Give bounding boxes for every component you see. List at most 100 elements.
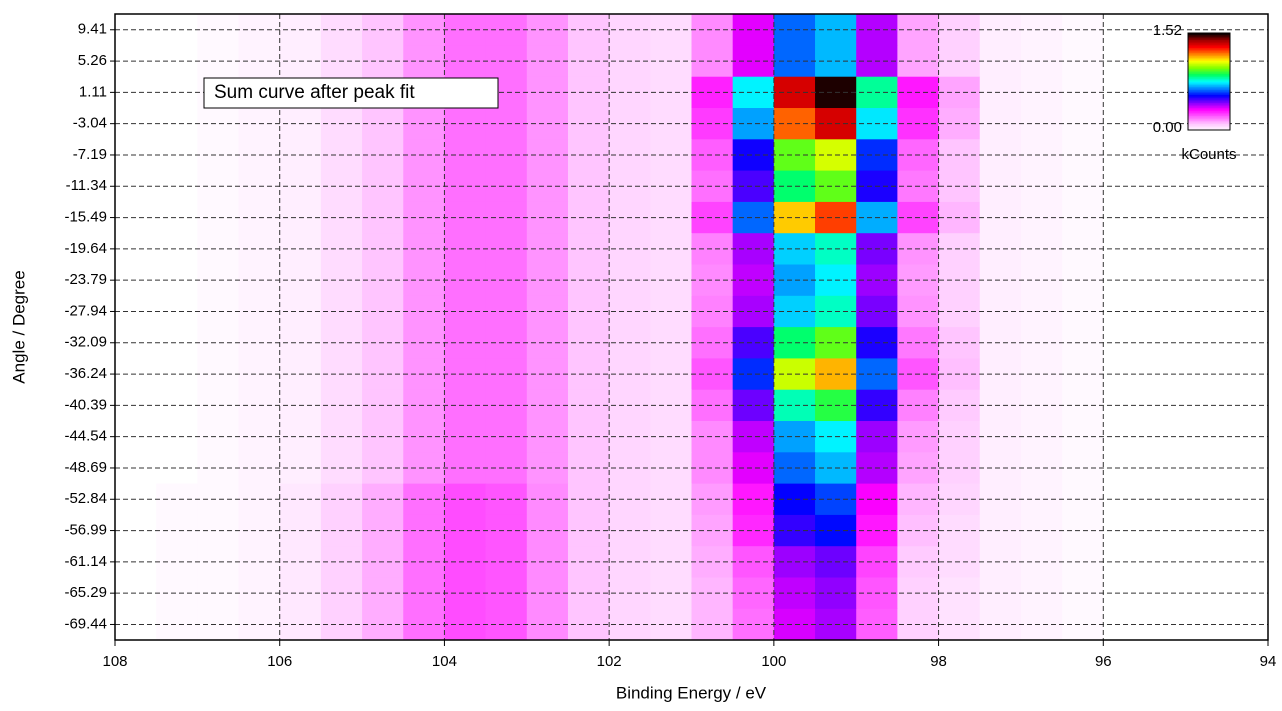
colorbar-segment [1188,66,1230,70]
y-tick-label: -52.84 [64,490,107,507]
y-tick-label: 1.11 [79,83,107,100]
colorbar-segment [1188,108,1230,112]
colorbar-segment [1188,121,1230,125]
heatmap-cell [732,608,775,641]
y-tick-label: -32.09 [64,334,107,351]
colorbar-segment [1188,117,1230,120]
colorbar-segment [1188,65,1230,68]
heatmap-cell [732,577,775,610]
colorbar-segment [1188,97,1230,100]
colorbar-segment [1188,71,1230,74]
colorbar-segment [1188,105,1230,108]
x-tick-label: 108 [102,653,127,670]
y-tick-label: -15.49 [64,209,107,226]
y-tick-label: -11.34 [66,177,107,194]
x-tick-label: 102 [597,653,622,670]
y-tick-label: -23.79 [64,271,107,288]
colorbar-segment [1188,45,1230,49]
colorbar-segment [1188,99,1230,102]
colorbar-segment [1188,76,1230,79]
colorbar-segment [1188,125,1230,128]
colorbar-frame [1187,32,1231,131]
colorbar-segment [1188,91,1230,94]
colorbar-segment [1188,39,1230,42]
heatmap-cell [732,76,775,109]
x-tick-label: 96 [1095,653,1112,670]
heatmap-cell [732,483,775,516]
colorbar-tick-label: 1.52 [1153,22,1182,39]
colorbar-segment [1188,57,1230,60]
y-tick-label: -56.99 [64,522,107,539]
y-tick-label: -40.39 [64,396,107,413]
plot-frame [114,13,1269,641]
colorbar-segment [1188,41,1230,44]
colorbar-segment [1188,37,1230,40]
colorbar-segment [1188,102,1230,105]
heatmap-cell [732,14,775,46]
y-axis-label: Angle / Degree [9,270,28,383]
colorbar-segment [1188,86,1230,89]
y-tick-label: -19.64 [64,240,107,257]
heatmap-cell [732,233,775,266]
heatmap-cell [732,139,775,172]
y-tick-label: -69.44 [64,615,107,632]
colorbar-tick-label: 0.00 [1153,119,1182,136]
annotation: Sum curve after peak fit [214,82,415,103]
colorbar-segment [1188,83,1230,86]
heatmap-cell [732,514,775,547]
colorbar-segment [1188,42,1230,45]
y-tick-label: -48.69 [64,459,107,476]
colorbar-segment [1188,112,1230,115]
colorbar-segment [1188,123,1230,126]
colorbar-segment [1188,100,1230,104]
heatmap-cell [732,264,775,297]
heatmap-cell [732,170,775,203]
y-tick-label: -65.29 [64,584,107,601]
colorbar-segment [1188,50,1230,53]
colorbar-segment [1188,36,1230,39]
colorbar-segment [1188,62,1230,65]
x-axis-label: Binding Energy / eV [616,683,767,702]
y-tick-label: 9.41 [78,21,107,38]
heatmap-cell [732,327,775,359]
annotation-box [203,77,499,109]
colorbar-segment [1188,70,1230,73]
colorbar-segment [1188,79,1230,82]
colorbar-segment [1188,54,1230,57]
colorbar-segment [1188,94,1230,97]
x-tick-label: 104 [432,653,457,670]
colorbar-segment [1188,84,1230,87]
y-tick-label: 5.26 [78,52,107,69]
x-tick-label: 98 [930,653,947,670]
colorbar-segment [1188,55,1230,58]
heatmap-cell [732,295,775,328]
colorbar-segment [1188,68,1230,71]
colorbar-segment [1188,44,1230,47]
colorbar-segment [1188,34,1230,37]
x-tick-label: 94 [1260,653,1277,670]
colorbar-segment [1188,113,1230,116]
colorbar-segment [1188,110,1230,113]
heatmap-cell [732,421,775,453]
overlay: 9.41 5.26 1.11 -3.04 -7.19 -11.34 -15.49 -19.64… [64,14,1276,670]
colorbar-segment [1188,78,1230,81]
colorbar-segment [1188,107,1230,110]
colorbar-segment [1188,118,1230,121]
y-tick-label: -3.04 [73,115,107,132]
heatmap-cell [732,546,775,579]
colorbar-segment [1188,52,1230,55]
colorbar-segment [1188,104,1230,107]
y-tick-label: -44.54 [64,428,107,445]
colorbar-segment [1188,87,1230,91]
y-tick-label: -61.14 [64,553,107,570]
colorbar-segment [1188,92,1230,95]
colorbar-segment [1188,63,1230,66]
colorbar-segment [1188,58,1230,61]
colorbar-segment [1188,60,1230,63]
colorbar-label: kCounts [1181,146,1236,163]
colorbar-segment [1188,128,1230,131]
x-tick-label: 100 [761,653,786,670]
heatmap-cell [732,358,775,391]
